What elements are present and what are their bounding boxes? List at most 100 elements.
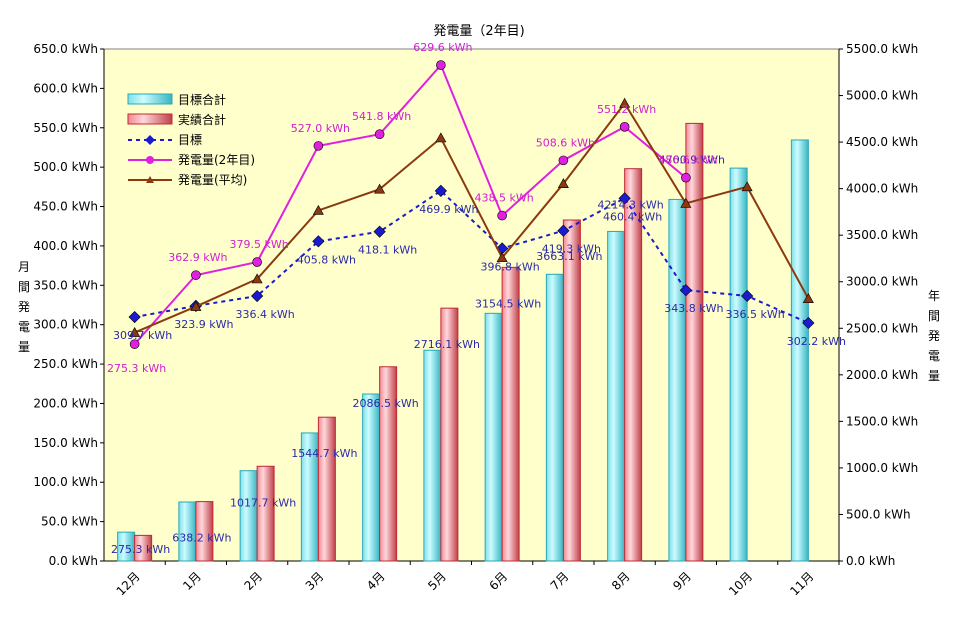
- actual-total-bar: [440, 307, 459, 562]
- actual-total-data-label: 3663.1 kWh: [536, 250, 602, 263]
- actual-total-bar: [317, 416, 336, 562]
- left-tick-label: 50.0 kWh: [41, 515, 98, 529]
- target-data-label: 336.5 kWh: [726, 308, 785, 321]
- generation-year2-data-label: 629.6 kWh: [413, 41, 472, 54]
- generation-avg-marker: [435, 132, 447, 143]
- right-tick-label: 4000.0 kWh: [846, 182, 918, 196]
- right-axis-label-char: 発: [928, 329, 940, 343]
- target-data-label: 418.1 kWh: [358, 244, 417, 257]
- right-tick-label: 1000.0 kWh: [846, 461, 918, 475]
- actual-total-data-label: 638.2 kWh: [172, 532, 231, 545]
- legend-marker: [146, 176, 154, 183]
- left-axis-label-char: 月: [18, 260, 30, 274]
- target-data-label: 343.8 kWh: [664, 302, 723, 315]
- x-tick-label: 1月: [180, 569, 204, 593]
- left-tick-label: 650.0 kWh: [33, 42, 98, 56]
- actual-total-data-label: 275.3 kWh: [111, 543, 170, 556]
- target-data-label: 396.8 kWh: [481, 260, 540, 273]
- left-tick-label: 250.0 kWh: [33, 357, 98, 371]
- left-tick-label: 400.0 kWh: [33, 239, 98, 253]
- actual-total-bar: [562, 219, 581, 562]
- generation-year2-marker: [129, 339, 140, 349]
- left-axis: 0.0 kWh 50.0 kWh 100.0 kWh 150.0 kWh 200.0 k…: [33, 42, 105, 568]
- actual-total-data-label: 1017.7 kWh: [230, 496, 296, 509]
- left-tick-label: 550.0 kWh: [33, 121, 98, 135]
- target-data-label: 302.2 kWh: [787, 335, 846, 348]
- right-tick-label: 2500.0 kWh: [846, 321, 918, 335]
- target-data-label: 309.7 kWh: [113, 329, 172, 342]
- left-tick-label: 350.0 kWh: [33, 278, 98, 292]
- target-data-label: 469.9 kWh: [419, 203, 478, 216]
- legend-label: 目標: [178, 133, 202, 147]
- right-axis-label-char: 量: [928, 369, 940, 383]
- actual-total-data-label: 2086.5 kWh: [353, 397, 419, 410]
- generation-avg-marker: [680, 197, 692, 208]
- left-axis-label-char: 間: [18, 280, 30, 294]
- target-total-bar: [423, 349, 442, 562]
- generation-avg-marker: [190, 300, 202, 311]
- target-marker: [251, 289, 264, 303]
- target-total-bar: [484, 312, 503, 562]
- plot-area: [103, 48, 840, 562]
- actual-total-data-label: 1544.7 kWh: [291, 447, 357, 460]
- left-axis-label-char: 発: [18, 300, 30, 314]
- right-tick-label: 4500.0 kWh: [846, 135, 918, 149]
- actual-total-data-label: 4214.3 kWh: [598, 199, 664, 212]
- generation-year2-marker: [374, 129, 385, 140]
- left-axis-label-char: 量: [18, 340, 30, 354]
- generation-year2-data-label: 275.3 kWh: [107, 362, 166, 375]
- actual-total-bar: [195, 501, 214, 562]
- left-tick-label: 300.0 kWh: [33, 318, 98, 332]
- legend-marker: [145, 135, 155, 145]
- generation-avg-marker: [251, 273, 263, 284]
- x-tick-label: 7月: [548, 569, 572, 593]
- target-data-label: 405.8 kWh: [297, 253, 356, 266]
- x-tick-label: 2月: [241, 569, 265, 593]
- x-tick-label: 12月: [114, 569, 143, 598]
- target-marker: [802, 316, 815, 330]
- left-tick-label: 150.0 kWh: [33, 436, 98, 450]
- generation-avg-marker: [557, 178, 569, 188]
- generation-year2-marker: [497, 210, 507, 221]
- target-total-bar: [545, 273, 564, 562]
- legend-marker: [146, 156, 154, 164]
- generation-year2-marker: [436, 60, 446, 70]
- generation-avg-marker: [129, 326, 141, 337]
- actual-total-bar: [501, 266, 520, 562]
- bars: [117, 122, 809, 562]
- left-tick-label: 0.0 kWh: [49, 554, 98, 568]
- actual-total-data-label: 3154.5 kWh: [475, 297, 541, 310]
- x-tick-label: 11月: [787, 569, 816, 598]
- x-tick-label: 6月: [486, 569, 510, 593]
- generation-avg-marker: [802, 293, 814, 303]
- legend-label: 発電量(平均): [178, 173, 247, 187]
- actual-total-bar: [379, 366, 398, 562]
- target-data-label: 336.4 kWh: [236, 308, 295, 321]
- right-axis-label-char: 間: [928, 309, 940, 323]
- actual-total-bar: [134, 534, 153, 562]
- generation-year2-marker: [619, 122, 630, 132]
- target-total-bar: [607, 230, 626, 562]
- target-line: [134, 189, 809, 324]
- lines: [128, 60, 815, 349]
- left-tick-label: 600.0 kWh: [33, 81, 98, 95]
- generation-year2-marker: [558, 155, 569, 166]
- generation-avg-marker: [619, 97, 631, 108]
- generation-avg-marker: [741, 181, 753, 192]
- target-marker: [679, 284, 692, 297]
- generation-year2-data-label: 379.5 kWh: [230, 238, 289, 251]
- right-tick-label: 5500.0 kWh: [846, 42, 918, 56]
- legend-label: 実績合計: [178, 112, 226, 127]
- legend-swatch: [127, 93, 173, 105]
- right-tick-label: 500.0 kWh: [846, 507, 911, 521]
- x-tick-label: 8月: [609, 569, 633, 593]
- target-total-bar: [239, 470, 258, 562]
- x-tick-label: 4月: [364, 569, 388, 593]
- legend-swatch: [127, 113, 173, 125]
- right-axis: 0.0 kWh 500.0 kWh 1000.0 kWh 1500.0 kWh 2000…: [838, 42, 918, 568]
- generation-year2-data-label: 486.6 kWh: [658, 154, 717, 167]
